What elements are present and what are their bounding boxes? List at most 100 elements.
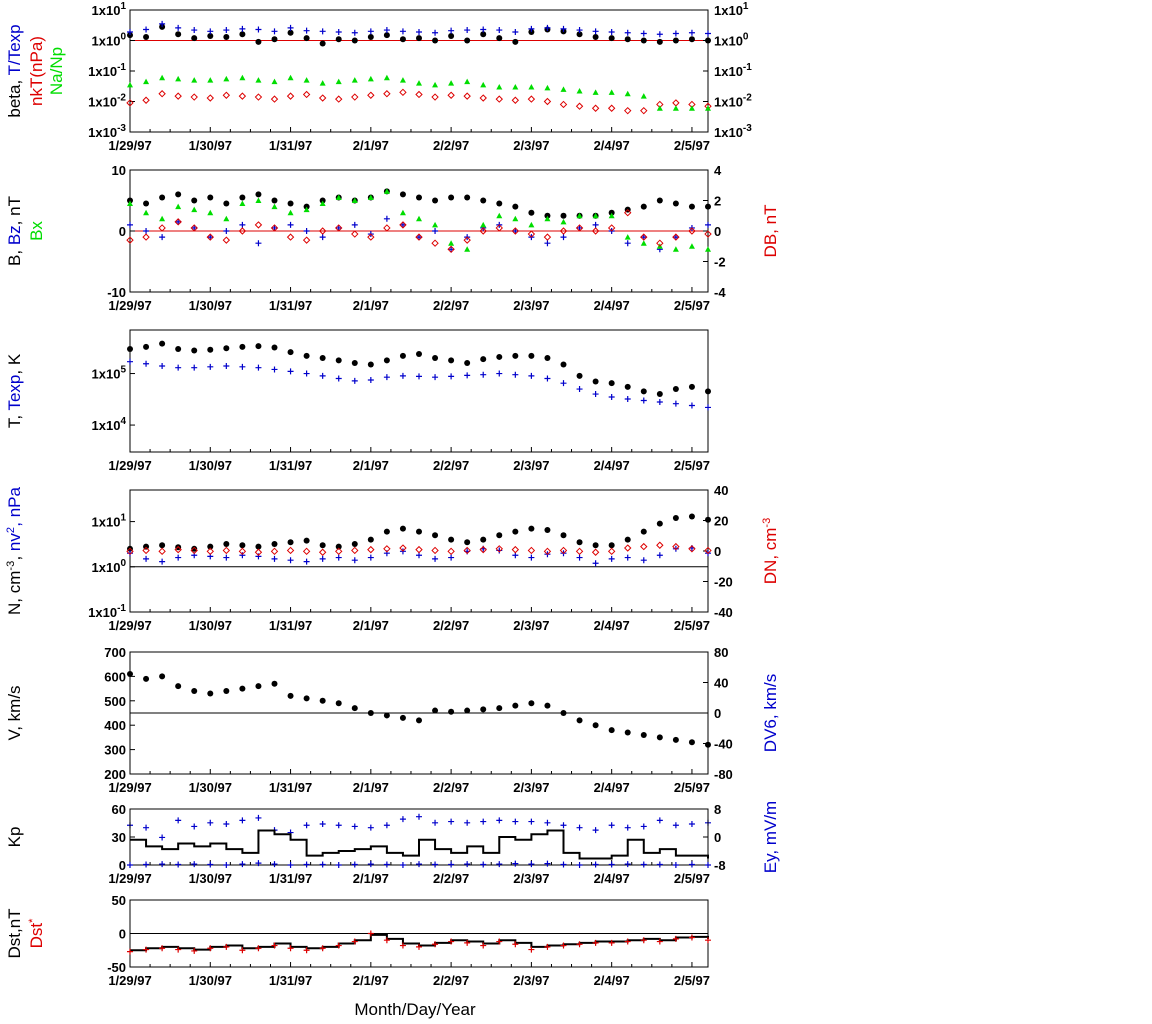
data-point-blue [560, 861, 567, 868]
data-point-green [656, 105, 663, 111]
data-point-red [656, 239, 664, 247]
data-point-blue [512, 860, 519, 867]
data-point-red [575, 224, 584, 232]
data-point-blue [239, 221, 246, 228]
data-point-black [351, 705, 358, 712]
data-point-green [448, 240, 455, 246]
data-point-black [688, 36, 695, 43]
data-point-green [271, 203, 278, 210]
data-point-black [271, 540, 278, 547]
data-point-black [576, 372, 583, 379]
data-point-red [543, 547, 552, 556]
data-point-red [270, 224, 279, 232]
data-point-black [512, 203, 519, 210]
data-point-red [271, 942, 278, 949]
data-point-black [560, 532, 567, 539]
data-point-blue [480, 861, 487, 868]
data-point-blue [175, 817, 182, 824]
x-tick-label: 1/29/97 [108, 871, 151, 886]
data-point-blue [448, 861, 455, 868]
y-right-tick-label: 80 [714, 645, 728, 660]
y-axis-label-left-3: Na/Np [47, 47, 66, 95]
data-point-black [175, 31, 182, 38]
data-point-blue [143, 26, 150, 33]
data-point-black [239, 685, 246, 692]
x-tick-label: 2/2/97 [433, 138, 469, 153]
data-point-black [223, 345, 230, 352]
x-tick-label: 2/4/97 [594, 780, 630, 795]
data-point-blue [143, 861, 150, 868]
data-point-black [223, 200, 230, 207]
data-point-black [432, 532, 439, 539]
data-point-black [672, 386, 679, 393]
data-point-black [383, 32, 390, 39]
data-point-black [464, 194, 471, 201]
data-point-blue [335, 554, 342, 561]
data-point-green [464, 78, 471, 85]
x-tick-label: 1/30/97 [189, 458, 232, 473]
data-point-red [222, 91, 231, 99]
y-axis-label-left: B, Bz, nT [5, 196, 24, 266]
data-point-blue [223, 27, 230, 34]
data-point-blue [271, 555, 278, 562]
data-point-blue [367, 376, 374, 383]
data-point-blue [688, 29, 695, 36]
data-point-blue [143, 228, 150, 234]
x-tick-label: 1/31/97 [269, 138, 312, 153]
y-axis-label-left: N, cm-3 , nv2 , nPa [5, 486, 24, 615]
y-right-tick-label: -40 [714, 605, 733, 620]
data-point-green [496, 83, 503, 90]
y-axis-label-left: beta, T/Texp [5, 24, 24, 117]
data-point-blue [432, 555, 439, 562]
data-point-red [688, 227, 696, 235]
data-point-red [431, 239, 439, 247]
data-point-black [705, 516, 711, 523]
data-point-blue [528, 818, 535, 825]
data-point-blue [705, 221, 711, 228]
x-tick-label: 1/30/97 [189, 298, 232, 313]
data-point-red [335, 224, 343, 232]
data-point-red [688, 545, 696, 553]
data-point-red [624, 938, 631, 945]
data-point-blue [416, 28, 422, 35]
data-point-blue [351, 221, 358, 228]
data-point-blue [319, 821, 326, 828]
data-point-blue [127, 550, 133, 557]
data-point-blue [512, 371, 519, 378]
x-tick-label: 2/5/97 [674, 780, 710, 795]
x-tick-label: 1/31/97 [269, 458, 312, 473]
data-point-blue [672, 545, 679, 552]
data-point-blue [705, 30, 711, 37]
data-point-blue [255, 814, 262, 821]
data-point-red [159, 945, 166, 952]
data-point-black [672, 37, 679, 44]
data-point-red [511, 96, 520, 104]
data-point-red [479, 545, 487, 554]
data-point-blue [608, 822, 615, 829]
data-point-green [480, 81, 487, 88]
data-point-red [528, 946, 535, 953]
data-point-blue [688, 402, 695, 409]
data-point-blue [159, 20, 166, 27]
data-point-green [303, 77, 310, 83]
data-point-blue [544, 240, 551, 247]
data-point-red [335, 942, 342, 949]
data-point-red [559, 100, 568, 109]
data-point-blue [319, 555, 326, 562]
data-point-red [302, 236, 311, 244]
data-point-green [367, 75, 374, 82]
data-point-red [222, 546, 231, 555]
data-point-black [464, 707, 471, 714]
data-point-blue [207, 234, 214, 241]
data-point-red [207, 945, 214, 952]
data-point-blue [560, 25, 567, 32]
data-point-black [191, 197, 198, 204]
x-tick-label: 1/31/97 [269, 298, 312, 313]
data-point-red [270, 547, 279, 556]
data-point-green [592, 89, 599, 95]
data-point-red [175, 946, 182, 953]
data-point-red [496, 938, 503, 945]
y-right-tick-label: 8 [714, 802, 721, 817]
data-point-black [271, 680, 278, 687]
data-point-red [143, 946, 150, 953]
